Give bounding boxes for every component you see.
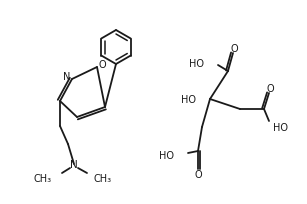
Text: O: O [266,84,274,94]
Text: HO: HO [181,94,196,104]
Text: HO: HO [273,122,288,132]
Text: CH₃: CH₃ [34,173,52,183]
Text: O: O [98,60,106,70]
Text: CH₃: CH₃ [94,173,112,183]
Text: HO: HO [189,59,204,69]
Text: O: O [194,169,202,179]
Text: O: O [230,44,238,54]
Text: N: N [70,159,78,169]
Text: N: N [63,72,71,82]
Text: HO: HO [159,150,174,160]
